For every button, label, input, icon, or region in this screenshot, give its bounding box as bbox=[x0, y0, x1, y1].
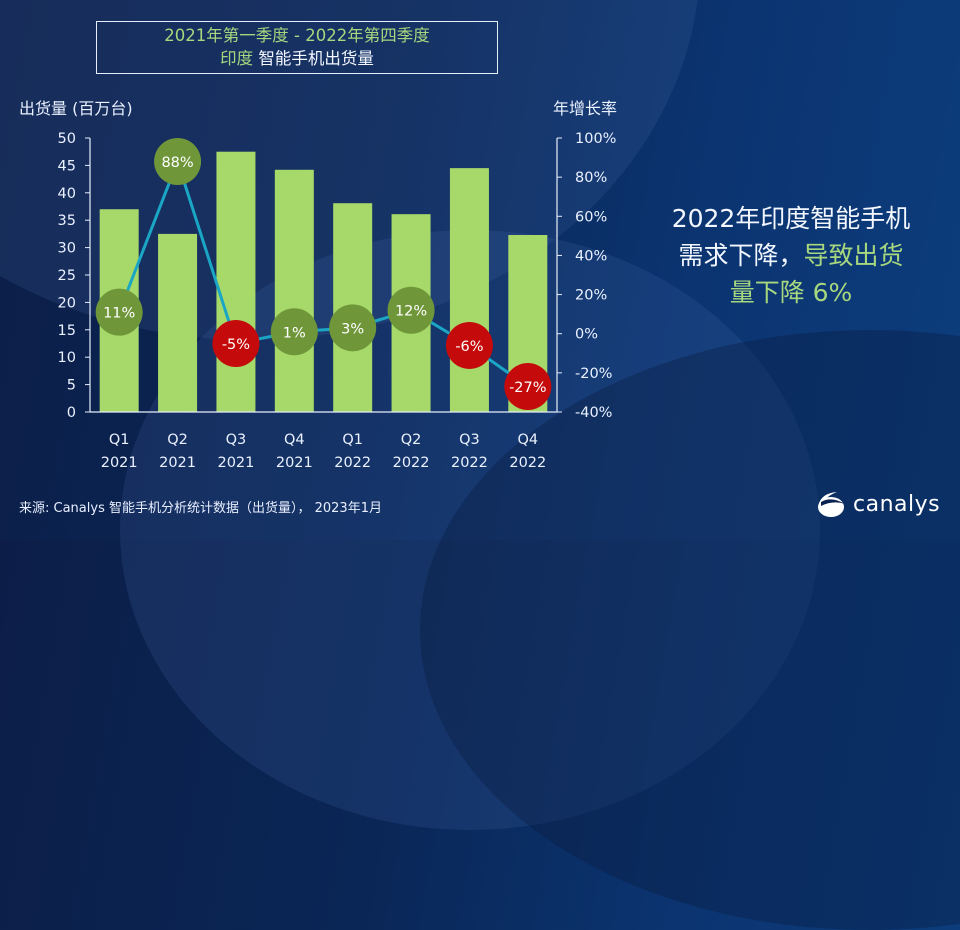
growth-marker bbox=[387, 286, 435, 334]
canalys-logo-text: canalys bbox=[853, 491, 941, 517]
right-tick-label: 40% bbox=[575, 248, 607, 264]
growth-marker bbox=[270, 308, 318, 356]
growth-label: 88% bbox=[161, 155, 193, 171]
right-tick-label: 60% bbox=[575, 209, 607, 225]
x-label-year: 2022 bbox=[334, 455, 371, 471]
x-label-quarter: Q1 bbox=[109, 432, 130, 448]
growth-label: 11% bbox=[103, 306, 135, 322]
growth-label: 12% bbox=[395, 304, 427, 320]
left-tick-label: 5 bbox=[67, 378, 76, 394]
left-tick-label: 15 bbox=[58, 323, 76, 339]
headline-part3: 导致出货 bbox=[803, 241, 904, 270]
x-label-quarter: Q3 bbox=[459, 432, 480, 448]
chart-title-subject: 智能手机出货量 bbox=[253, 49, 374, 68]
combo-chart: 0 5 10 15 20 25 30 35 40 45 50 -40% -20% 0% 20% 40% 60% 8… bbox=[58, 131, 617, 471]
source-footnote: 来源: Canalys 智能手机分析统计数据（出货量）， 2023年1月 bbox=[19, 501, 382, 516]
left-tick-label: 30 bbox=[58, 241, 76, 257]
left-tick-label: 40 bbox=[58, 186, 76, 202]
bar-q2-2021 bbox=[158, 233, 198, 412]
x-label-quarter: Q1 bbox=[342, 432, 363, 448]
x-label-quarter: Q4 bbox=[284, 432, 305, 448]
left-tick-label: 35 bbox=[58, 213, 76, 229]
growth-marker bbox=[95, 288, 143, 336]
right-tick-label: -20% bbox=[575, 366, 612, 382]
canalys-logo: canalys bbox=[817, 490, 940, 518]
chart-title-line1: 2021年第一季度 - 2022年第四季度 bbox=[164, 26, 430, 45]
x-label-quarter: Q4 bbox=[517, 432, 538, 448]
growth-label: -5% bbox=[222, 337, 250, 353]
canalys-logo-icon bbox=[818, 492, 845, 517]
x-label-quarter: Q3 bbox=[226, 432, 247, 448]
x-label-quarter: Q2 bbox=[401, 432, 422, 448]
x-label-quarter: Q2 bbox=[167, 432, 188, 448]
headline-text: 2022年印度智能手机 需求下降，导致出货 量下降 6% bbox=[636, 200, 946, 311]
left-tick-label: 45 bbox=[58, 158, 76, 174]
growth-marker bbox=[154, 137, 202, 185]
growth-marker bbox=[329, 304, 377, 352]
right-tick-label: 100% bbox=[575, 131, 616, 147]
x-label-year: 2022 bbox=[451, 455, 488, 471]
chart-title-box: 2021年第一季度 - 2022年第四季度 印度 智能手机出货量 bbox=[96, 21, 498, 74]
growth-marker bbox=[212, 320, 260, 367]
growth-marker bbox=[504, 363, 552, 411]
growth-label: -6% bbox=[455, 339, 483, 355]
bar-q3-2022 bbox=[449, 168, 489, 412]
left-axis-title: 出货量 (百万台) bbox=[19, 99, 133, 118]
x-label-year: 2022 bbox=[393, 455, 430, 471]
right-tick-label: 20% bbox=[575, 288, 607, 304]
left-tick-label: 10 bbox=[58, 350, 76, 366]
headline-part2: 需求下降， bbox=[678, 241, 804, 270]
bar-q3-2021 bbox=[216, 151, 256, 412]
chart-title-country: 印度 bbox=[220, 49, 254, 68]
growth-marker bbox=[445, 321, 493, 369]
growth-label: 3% bbox=[341, 321, 364, 337]
bar-q4-2021 bbox=[274, 169, 314, 412]
x-label-year: 2021 bbox=[101, 455, 138, 471]
left-tick-label: 25 bbox=[58, 268, 76, 284]
x-label-year: 2022 bbox=[509, 455, 546, 471]
x-label-year: 2021 bbox=[276, 455, 313, 471]
right-tick-label: 80% bbox=[575, 170, 607, 186]
growth-label: 1% bbox=[283, 325, 306, 341]
right-tick-label: 0% bbox=[575, 327, 598, 343]
x-label-year: 2021 bbox=[159, 455, 196, 471]
right-axis-title: 年增长率 bbox=[553, 99, 618, 118]
left-tick-label: 20 bbox=[58, 295, 76, 311]
growth-label: -27% bbox=[509, 380, 546, 396]
left-tick-label: 50 bbox=[58, 131, 76, 147]
headline-part4: 量下降 6% bbox=[729, 278, 853, 307]
x-label-year: 2021 bbox=[217, 455, 254, 471]
left-tick-label: 0 bbox=[67, 405, 76, 421]
headline-part1: 2022年印度智能手机 bbox=[671, 204, 911, 233]
chart-title-line2: 印度 智能手机出货量 bbox=[97, 47, 497, 70]
right-tick-label: -40% bbox=[575, 405, 612, 421]
